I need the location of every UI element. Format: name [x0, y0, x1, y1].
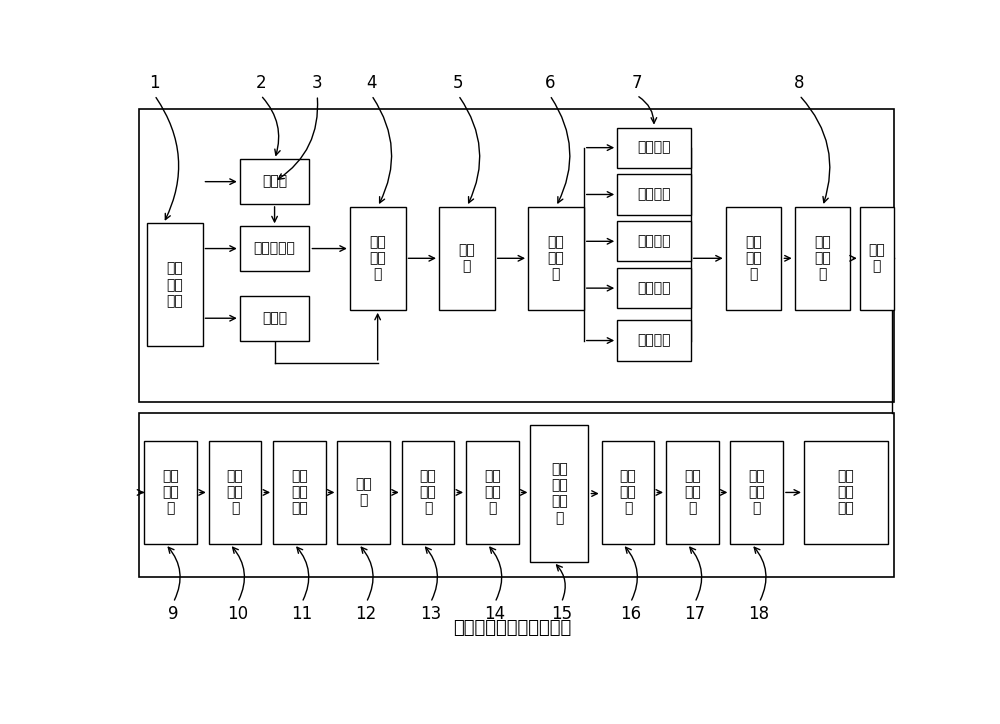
- Text: 5: 5: [453, 75, 464, 93]
- Bar: [726, 207, 781, 310]
- Text: 提升
机: 提升 机: [868, 243, 885, 274]
- Text: 集尘罩: 集尘罩: [262, 174, 287, 189]
- Text: 16: 16: [620, 605, 641, 623]
- Bar: [240, 159, 309, 204]
- Text: 干粉料罐: 干粉料罐: [637, 235, 671, 248]
- Bar: [602, 441, 654, 544]
- Text: 干粉
计量
称: 干粉 计量 称: [814, 235, 831, 282]
- Text: 4: 4: [366, 75, 377, 93]
- Text: 干粉料罐: 干粉料罐: [637, 188, 671, 201]
- Text: 7: 7: [631, 75, 642, 93]
- Text: 8: 8: [794, 75, 804, 93]
- Text: 3: 3: [312, 75, 323, 93]
- Text: 6: 6: [544, 75, 555, 93]
- Text: 生物
饲料
发酵
罐: 生物 饲料 发酵 罐: [551, 462, 568, 525]
- Text: 9: 9: [168, 605, 178, 623]
- Text: 菌种
喷洒
装置: 菌种 喷洒 装置: [291, 469, 308, 515]
- Text: 14: 14: [484, 605, 505, 623]
- Text: 生态饲料好氧发酵生产线: 生态饲料好氧发酵生产线: [453, 618, 572, 636]
- Text: 10: 10: [227, 605, 248, 623]
- Bar: [240, 226, 309, 271]
- Text: 物料破碎机: 物料破碎机: [254, 242, 296, 256]
- Bar: [530, 425, 588, 562]
- Text: 送料
螺旋
机: 送料 螺旋 机: [369, 235, 386, 282]
- Bar: [147, 224, 202, 346]
- Bar: [860, 207, 894, 310]
- Text: 干粉料罐: 干粉料罐: [637, 334, 671, 348]
- Text: 集尘箱: 集尘箱: [262, 311, 287, 325]
- Text: 上料
皮带
机: 上料 皮带 机: [620, 469, 636, 515]
- Bar: [617, 222, 691, 261]
- Text: 物料
破碎
车间: 物料 破碎 车间: [166, 261, 183, 308]
- Text: 双轴
搅拌
机: 双轴 搅拌 机: [420, 469, 436, 515]
- Bar: [617, 268, 691, 308]
- Text: 干粉料罐: 干粉料罐: [637, 140, 671, 155]
- Bar: [139, 109, 894, 402]
- Text: 13: 13: [420, 605, 441, 623]
- Text: 12: 12: [356, 605, 377, 623]
- Text: 17: 17: [684, 605, 705, 623]
- Text: 送料
螺旋
机: 送料 螺旋 机: [745, 235, 762, 282]
- Text: 上料
皮带
机: 上料 皮带 机: [484, 469, 501, 515]
- Bar: [730, 441, 783, 544]
- Bar: [240, 296, 309, 340]
- Text: 干粉料罐: 干粉料罐: [637, 281, 671, 295]
- Text: 11: 11: [291, 605, 312, 623]
- Bar: [804, 441, 888, 544]
- Bar: [209, 441, 261, 544]
- Bar: [337, 441, 390, 544]
- Bar: [466, 441, 519, 544]
- Text: 2: 2: [255, 75, 266, 93]
- Bar: [795, 207, 850, 310]
- Text: 提升
机: 提升 机: [458, 243, 475, 274]
- Text: 15: 15: [551, 605, 572, 623]
- Text: 干粉
缓存
仓: 干粉 缓存 仓: [227, 469, 243, 515]
- Bar: [402, 441, 454, 544]
- Text: 1: 1: [149, 75, 160, 93]
- Text: 出料
皮带
机: 出料 皮带 机: [748, 469, 765, 515]
- Bar: [439, 207, 495, 310]
- Text: 18: 18: [749, 605, 770, 623]
- Bar: [666, 441, 719, 544]
- Text: 打包
存储
车间: 打包 存储 车间: [837, 469, 854, 515]
- Text: 湿料
斗: 湿料 斗: [355, 477, 372, 508]
- Bar: [139, 413, 894, 578]
- Bar: [144, 441, 197, 544]
- Text: 干粉
搅混
机: 干粉 搅混 机: [162, 469, 179, 515]
- Bar: [273, 441, 326, 544]
- Bar: [617, 127, 691, 168]
- Text: 送料
螺旋
机: 送料 螺旋 机: [548, 235, 564, 282]
- Bar: [350, 207, 406, 310]
- Bar: [528, 207, 584, 310]
- Bar: [617, 321, 691, 361]
- Text: 称重
封口
机: 称重 封口 机: [684, 469, 701, 515]
- Bar: [617, 174, 691, 214]
